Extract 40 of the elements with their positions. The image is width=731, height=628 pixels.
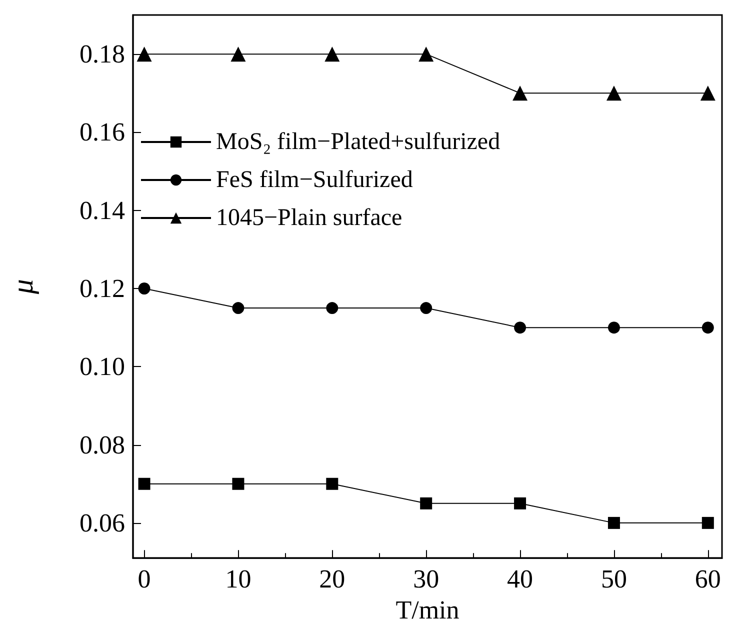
x-tick-label: 20 — [319, 564, 346, 594]
point — [326, 302, 338, 314]
point — [418, 46, 434, 62]
point — [608, 516, 620, 529]
point — [420, 302, 432, 314]
point — [700, 86, 716, 101]
point — [512, 86, 528, 101]
x-tick-label: 40 — [507, 564, 534, 594]
point — [514, 322, 526, 334]
point — [606, 86, 622, 101]
x-tick-label: 50 — [600, 564, 627, 594]
y-axis-title: μ — [6, 279, 40, 296]
point — [420, 497, 432, 510]
point — [608, 322, 620, 334]
point — [702, 516, 714, 529]
legend-label: FeS film−Sulfurized — [216, 167, 413, 193]
y-tick-label: 0.18 — [80, 40, 125, 69]
point — [514, 497, 526, 510]
point — [232, 302, 244, 314]
x-tick-label: 60 — [694, 564, 721, 594]
point — [702, 322, 714, 334]
point — [136, 46, 152, 62]
point — [230, 46, 246, 62]
point — [324, 46, 340, 62]
y-tick-label: 0.08 — [80, 430, 125, 460]
x-tick-label: 10 — [225, 564, 252, 594]
point — [232, 478, 244, 490]
y-tick-label: 0.14 — [80, 196, 125, 225]
point — [138, 478, 150, 490]
point — [326, 478, 338, 490]
y-tick-label: 0.10 — [80, 352, 125, 382]
x-tick-label: 30 — [413, 564, 440, 594]
point — [138, 282, 150, 294]
x-tick-label: 0 — [138, 564, 151, 594]
y-tick-label: 0.06 — [80, 508, 125, 538]
x-axis-title: T/min — [396, 596, 460, 624]
y-tick-label: 0.16 — [80, 118, 125, 147]
legend-label: MoS₂ film−Plated+sulfurized — [216, 129, 500, 155]
y-tick-label: 0.12 — [80, 274, 125, 304]
legend-label: 1045−Plain surface — [216, 205, 402, 231]
